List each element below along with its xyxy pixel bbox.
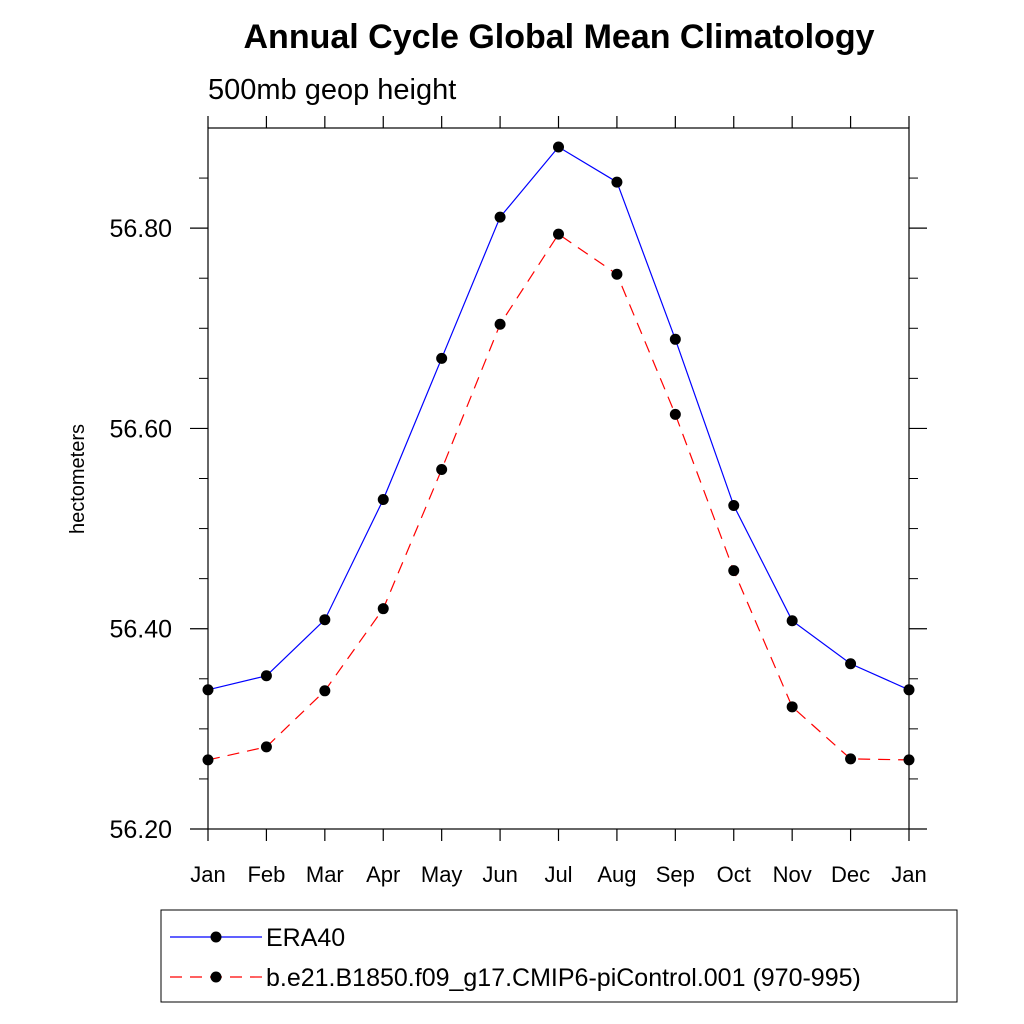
chart-subtitle: 500mb geop height [208, 74, 456, 106]
legend-marker [210, 971, 222, 983]
data-point [669, 408, 681, 420]
data-point [260, 741, 272, 753]
legend-label: ERA40 [266, 924, 345, 952]
data-point [377, 494, 389, 506]
data-point [494, 318, 506, 330]
legend-label: b.e21.B1850.f09_g17.CMIP6-piControl.001 … [266, 964, 861, 992]
data-point [903, 684, 915, 696]
data-point [611, 176, 623, 188]
x-tick-label: Nov [773, 862, 812, 887]
x-tick-label: Feb [247, 862, 285, 887]
x-tick-label: May [421, 862, 463, 887]
data-point [436, 352, 448, 364]
data-point [202, 684, 214, 696]
data-point [786, 615, 798, 627]
data-point [202, 754, 214, 766]
legend-box [160, 909, 958, 1003]
data-point [845, 753, 857, 765]
chart-title: Annual Cycle Global Mean Climatology [244, 18, 875, 56]
y-tick-label: 56.60 [109, 415, 172, 443]
data-point [903, 754, 915, 766]
y-tick-label: 56.20 [109, 816, 172, 844]
data-point [845, 658, 857, 670]
legend: ERA40 b.e21.B1850.f09_g17.CMIP6-piControl… [160, 909, 958, 1003]
x-tick-label: Sep [656, 862, 695, 887]
data-point [436, 463, 448, 475]
x-tick-label: Apr [366, 862, 400, 887]
series-line-2 [207, 233, 910, 761]
data-point [377, 603, 389, 615]
x-tick-label: Aug [597, 862, 636, 887]
legend-marker [210, 931, 222, 943]
data-point [319, 685, 331, 697]
x-tick-label: Jan [190, 862, 225, 887]
data-point [494, 211, 506, 223]
y-tick-label: 56.40 [109, 616, 172, 644]
data-point [786, 701, 798, 713]
data-point [728, 500, 740, 512]
plot-area: Jan Feb Mar Apr May Jun Jul Aug Sep Oct Nov Dec Jan 5… [109, 116, 927, 887]
data-point [669, 333, 681, 345]
x-tick-label: Jan [891, 862, 926, 887]
x-tick-label: Jun [482, 862, 517, 887]
y-axis-label: hectometers [67, 424, 89, 534]
x-tick-label: Mar [306, 862, 344, 887]
data-point [611, 268, 623, 280]
x-tick-label: Dec [831, 862, 870, 887]
x-tick-label: Oct [717, 862, 751, 887]
x-tick-label: Jul [544, 862, 572, 887]
y-tick-label: 56.80 [109, 215, 172, 243]
data-point [553, 141, 564, 153]
data-point [728, 565, 740, 577]
data-point [260, 670, 272, 682]
data-point [553, 228, 564, 240]
data-point [319, 614, 331, 626]
series-line-1 [207, 146, 910, 691]
